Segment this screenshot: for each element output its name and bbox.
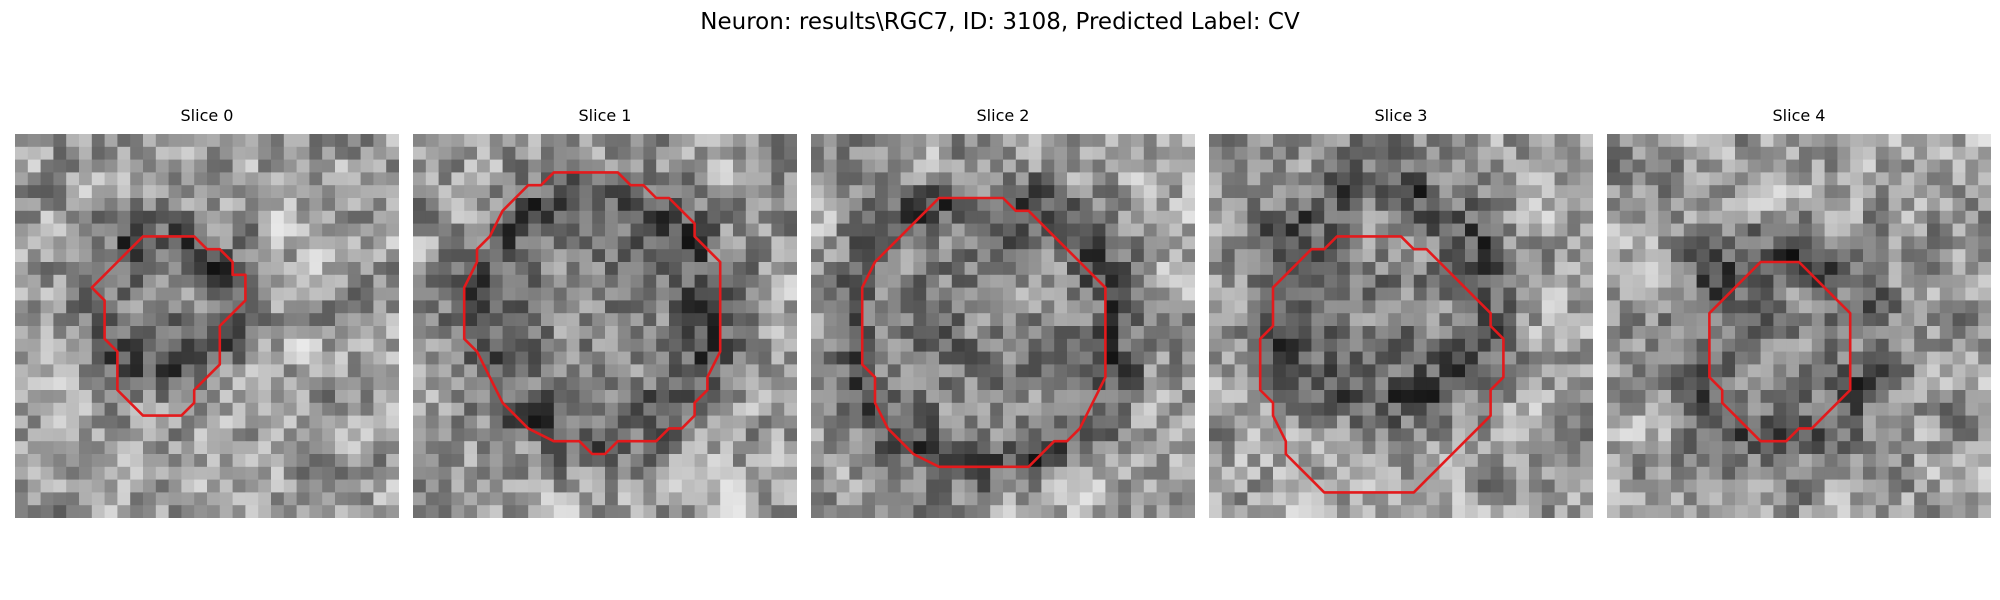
slice-title-3: Slice 3 (1374, 106, 1428, 125)
pixel-grid (811, 134, 1195, 518)
slice-panel-2: Slice 2 (811, 106, 1195, 518)
slice-title-4: Slice 4 (1772, 106, 1826, 125)
slice-image-3 (1209, 134, 1593, 518)
segmentation-contour (1708, 260, 1852, 443)
segmentation-contour (1258, 235, 1505, 494)
slice-title-2: Slice 2 (976, 106, 1030, 125)
slice-image-0 (15, 134, 399, 518)
slice-image-1 (413, 134, 797, 518)
pixel-grid (1607, 134, 1991, 518)
slice-image-4 (1607, 134, 1991, 518)
pixel-grid (1209, 134, 1593, 518)
slice-title-0: Slice 0 (180, 106, 234, 125)
segmentation-contour (860, 196, 1107, 469)
slice-panel-1: Slice 1 (413, 106, 797, 518)
slice-panel-3: Slice 3 (1209, 106, 1593, 518)
segmentation-contour (462, 171, 722, 456)
segmentation-contour (90, 235, 247, 417)
pixel-grid (413, 134, 797, 518)
slice-panel-4: Slice 4 (1607, 106, 1991, 518)
slice-panel-0: Slice 0 (15, 106, 399, 518)
slice-title-1: Slice 1 (578, 106, 632, 125)
slice-image-2 (811, 134, 1195, 518)
pixel-grid (15, 134, 399, 518)
figure-title: Neuron: results\RGC7, ID: 3108, Predicte… (700, 9, 1300, 35)
